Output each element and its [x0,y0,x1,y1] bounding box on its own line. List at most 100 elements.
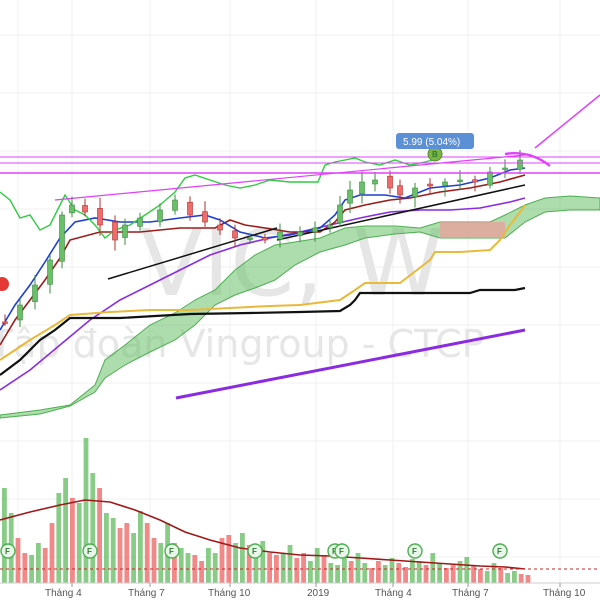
candle-body [97,208,103,226]
volume-bar [138,511,143,583]
volume-bar [240,533,245,583]
candle-body [297,231,303,236]
candle-body [487,171,493,186]
candle-body [372,179,378,185]
candle-body [172,199,178,211]
candle-body [217,224,223,231]
candle-body [412,187,418,198]
trend-support-1 [107,227,278,280]
trend-magenta-upper [54,154,526,201]
price-badge: 5.99 (5.04%) [396,133,474,149]
trend-support-2 [276,184,526,241]
volume-bar [233,543,238,583]
volume-bar [124,523,130,583]
candle-body [397,185,403,196]
volume-bar [444,568,449,583]
volume-bar [2,488,7,583]
signal-marker-label: B [432,150,438,159]
candle-body [347,189,353,204]
candle-body [359,181,365,195]
event-marker-0 [0,543,16,559]
event-marker-3 [247,543,263,559]
candle-body [517,159,523,170]
volume-bar [437,563,442,583]
volume-bar [15,538,21,583]
arrow-curve [504,152,551,167]
volume-bar [457,561,463,583]
x-tick-label: Tháng 4 [375,588,412,599]
candle-body [122,224,128,238]
volume-bar [178,548,184,583]
x-tick-label: Tháng 4 [45,588,82,599]
event-marker-label: F [339,547,344,556]
event-marker-label: F [5,547,10,556]
candle-body [387,175,393,189]
event-marker-2 [164,543,180,559]
event-marker-label: F [497,547,502,556]
volume-bar [110,518,116,583]
x-axis: Tháng 4 Tháng 7 Tháng 10 2019 Tháng 4 Tháng 7… [45,583,586,599]
volume-bar [505,573,510,583]
volume-bar [36,543,41,583]
volume-bar [471,565,476,583]
volume-bar [484,571,490,583]
markers: FFFFFFFFB [0,146,508,559]
volume-bar [450,565,456,583]
candle-body [427,183,433,187]
event-marker-7 [492,543,508,559]
volume-bar [423,565,429,583]
volume-bar [287,545,293,583]
volume-bar [144,523,150,583]
volume-bar [206,548,211,583]
candle-body [247,237,253,240]
volume-bar [199,561,204,583]
candle-body [277,231,283,240]
horizontal-lines [0,152,600,174]
candle-body [327,224,333,228]
volume-bar [416,561,422,583]
volume-bar [308,561,313,583]
volume-bar [253,551,259,583]
volume-bar [430,553,436,583]
candle-body [472,179,478,183]
candle-body [137,217,143,227]
volume-bar [131,533,136,583]
ichimoku-cloud [0,195,600,419]
volume-bar [280,553,286,583]
volume-bar [42,548,48,583]
volume-bar [90,473,96,583]
volume-bar [498,568,504,583]
candle-body [47,259,53,285]
volume-bar [478,569,483,583]
volume-bar [117,528,123,583]
volume-bar [104,513,109,583]
candle-body [232,230,238,239]
volume-bar [294,558,300,583]
candle-body [312,227,318,233]
candle-body [112,221,118,241]
trend-magenta-projection [534,94,600,149]
volume-bar [382,565,388,583]
ma-yellow [0,204,526,361]
candle-body [17,304,23,321]
volume-bar [389,558,395,583]
volume-bar [267,553,272,583]
x-tick-label: Tháng 7 [452,588,489,599]
candle-body [502,167,508,170]
volume-bar [410,559,415,583]
volume-bar [355,553,361,583]
volume-bar [512,571,517,583]
volume-bar [97,488,102,583]
cloud-bear-area [440,222,505,238]
volume-bars [0,438,600,583]
price-badge-text: 5.99 (5.04%) [403,137,460,148]
candlesticks[interactable] [2,150,523,328]
volume-bar [22,553,28,583]
volume-bar [342,558,347,583]
event-marker-label: F [169,547,174,556]
price-badge-bg [396,133,474,149]
volume-bar [362,563,368,583]
candle-body [442,181,448,186]
